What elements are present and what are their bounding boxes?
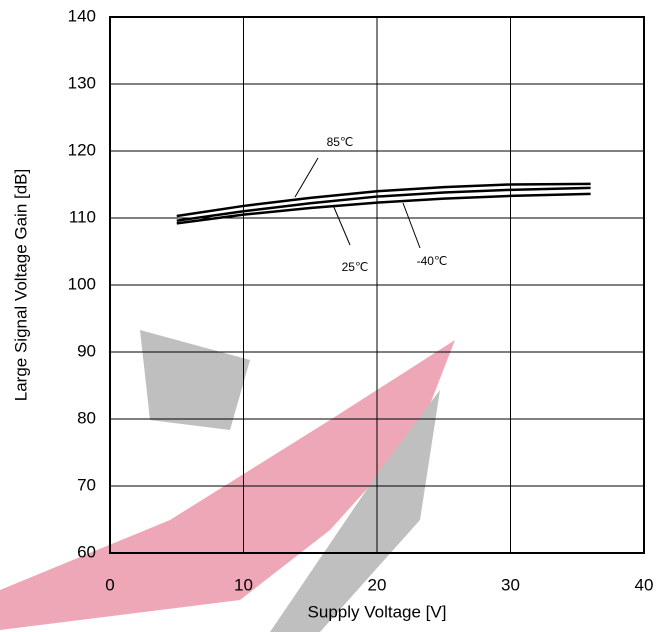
y-tick-label: 90 [77,341,96,360]
x-tick-label: 40 [635,575,654,594]
x-axis-label: Supply Voltage [V] [308,602,447,621]
annotation-leader [294,157,319,198]
annotation-leader [402,202,421,249]
series-line [176,182,591,218]
watermark [0,330,455,632]
y-tick-label: 140 [68,6,96,25]
y-tick-label: 60 [77,542,96,561]
x-tick-label: 30 [501,575,520,594]
y-tick-label: 130 [68,73,96,92]
plot-frame [109,16,645,554]
series-label: 25℃ [342,260,369,274]
y-tick-label: 110 [69,207,96,226]
x-tick-label: 20 [368,575,387,594]
x-tick-label: 10 [234,575,253,594]
y-tick-label: 100 [68,274,96,293]
series-label: -40℃ [417,254,448,268]
y-tick-label: 70 [77,475,96,494]
series-line [176,192,591,225]
y-tick-label: 80 [77,408,96,427]
series-label: 85℃ [327,135,354,149]
x-tick-label: 0 [105,575,114,594]
y-axis-label: Large Signal Voltage Gain [dB] [11,169,30,402]
annotation-leader [332,204,351,246]
series-line [176,186,591,222]
y-tick-label: 120 [68,140,96,159]
